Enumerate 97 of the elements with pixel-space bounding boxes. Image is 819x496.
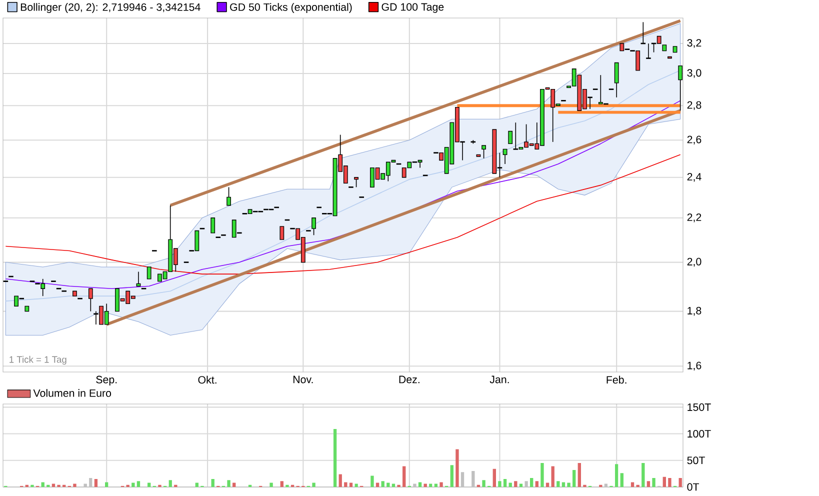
candlestick bbox=[614, 62, 619, 98]
y-tick-label: 2,2 bbox=[687, 213, 702, 222]
bar bbox=[460, 472, 464, 487]
bar bbox=[652, 478, 656, 487]
bar bbox=[524, 481, 528, 487]
bar bbox=[386, 482, 390, 487]
x-tick-label: Nov. bbox=[293, 376, 313, 384]
candlestick bbox=[354, 176, 358, 188]
bar bbox=[73, 484, 76, 487]
bar bbox=[148, 482, 151, 487]
bar bbox=[450, 465, 454, 487]
y-tick-label: 2,4 bbox=[687, 172, 702, 182]
bar bbox=[551, 466, 554, 487]
legend-label: GD 100 Tage bbox=[382, 3, 444, 13]
bar bbox=[402, 466, 406, 487]
bar bbox=[227, 480, 230, 487]
y-tick-label: 2,8 bbox=[687, 101, 702, 110]
y-tick-label: 2,0 bbox=[687, 258, 702, 267]
bar bbox=[41, 482, 44, 487]
bar bbox=[168, 480, 172, 487]
y-tick-label: 1,6 bbox=[688, 362, 702, 371]
bar bbox=[562, 482, 566, 487]
bar bbox=[668, 478, 672, 487]
candlestick bbox=[502, 148, 508, 164]
bar bbox=[94, 479, 98, 487]
candlestick bbox=[512, 122, 519, 150]
bar bbox=[620, 473, 624, 487]
candlestick bbox=[678, 65, 683, 112]
bar bbox=[530, 478, 534, 487]
annotation: 1 Tick = 1 Tag bbox=[10, 356, 66, 365]
bar bbox=[482, 480, 486, 487]
bar bbox=[370, 476, 374, 487]
bar bbox=[344, 482, 348, 487]
candlestick bbox=[482, 145, 486, 159]
x-tick-label: Jan. bbox=[490, 376, 509, 384]
x-tick-label: Dez. bbox=[399, 376, 420, 384]
y-tick-label: 1,8 bbox=[688, 306, 702, 316]
candlestick bbox=[226, 186, 231, 206]
candlestick bbox=[280, 226, 284, 240]
bar bbox=[232, 482, 236, 487]
y-tick-label: 50T bbox=[687, 456, 705, 464]
legend-label: GD 50 Ticks (exponential) bbox=[230, 3, 352, 13]
bar bbox=[270, 482, 273, 487]
bar bbox=[338, 474, 342, 487]
bar bbox=[211, 479, 214, 487]
bar bbox=[540, 463, 544, 487]
bar bbox=[642, 463, 645, 487]
bar bbox=[105, 482, 108, 487]
bar bbox=[662, 476, 666, 487]
legend-label: Bollinger (20, 2): 2,719946 - 3,342154 bbox=[20, 3, 200, 13]
bar bbox=[349, 482, 353, 487]
legend-label: Volumen in Euro bbox=[33, 389, 112, 397]
y-tick-label: 2,6 bbox=[687, 136, 702, 145]
bar bbox=[614, 464, 618, 487]
y-tick-label: 3,2 bbox=[687, 39, 702, 48]
bar bbox=[678, 478, 682, 487]
bar bbox=[567, 482, 570, 487]
bar bbox=[572, 470, 576, 487]
bar bbox=[381, 481, 384, 487]
bar bbox=[333, 428, 337, 487]
bar bbox=[514, 481, 518, 487]
y-tick-label: 150T bbox=[688, 403, 711, 411]
bar bbox=[312, 482, 316, 487]
line-series bbox=[5, 154, 681, 274]
bar bbox=[132, 482, 135, 487]
x-tick-label: Okt. bbox=[198, 376, 216, 384]
bar bbox=[89, 478, 92, 487]
bar bbox=[418, 482, 422, 487]
bar bbox=[646, 481, 650, 487]
bar bbox=[492, 468, 496, 487]
bar bbox=[503, 479, 507, 487]
bar bbox=[546, 482, 550, 487]
candlestick bbox=[136, 271, 141, 287]
x-tick-label: Sep. bbox=[96, 376, 117, 386]
y-tick-label: 100T bbox=[688, 430, 711, 438]
bar bbox=[280, 481, 284, 487]
bar bbox=[556, 481, 560, 487]
bar bbox=[136, 481, 140, 487]
x-tick-label: Feb. bbox=[606, 376, 626, 384]
candlestick bbox=[312, 217, 316, 236]
candlestick bbox=[88, 288, 93, 312]
bar bbox=[413, 484, 416, 487]
bar bbox=[578, 463, 581, 487]
bar bbox=[195, 482, 199, 487]
bar bbox=[376, 482, 380, 487]
bar bbox=[472, 471, 475, 487]
candlestick bbox=[146, 266, 152, 280]
candlestick bbox=[210, 217, 216, 234]
y-tick-label: 0T bbox=[687, 483, 700, 491]
bar bbox=[456, 449, 459, 487]
bar bbox=[630, 482, 634, 487]
bar bbox=[498, 481, 502, 487]
y-tick-label: 3,0 bbox=[687, 69, 702, 78]
bar bbox=[440, 482, 443, 487]
bar bbox=[535, 481, 538, 487]
candlestick bbox=[508, 130, 513, 144]
bar bbox=[508, 482, 512, 487]
